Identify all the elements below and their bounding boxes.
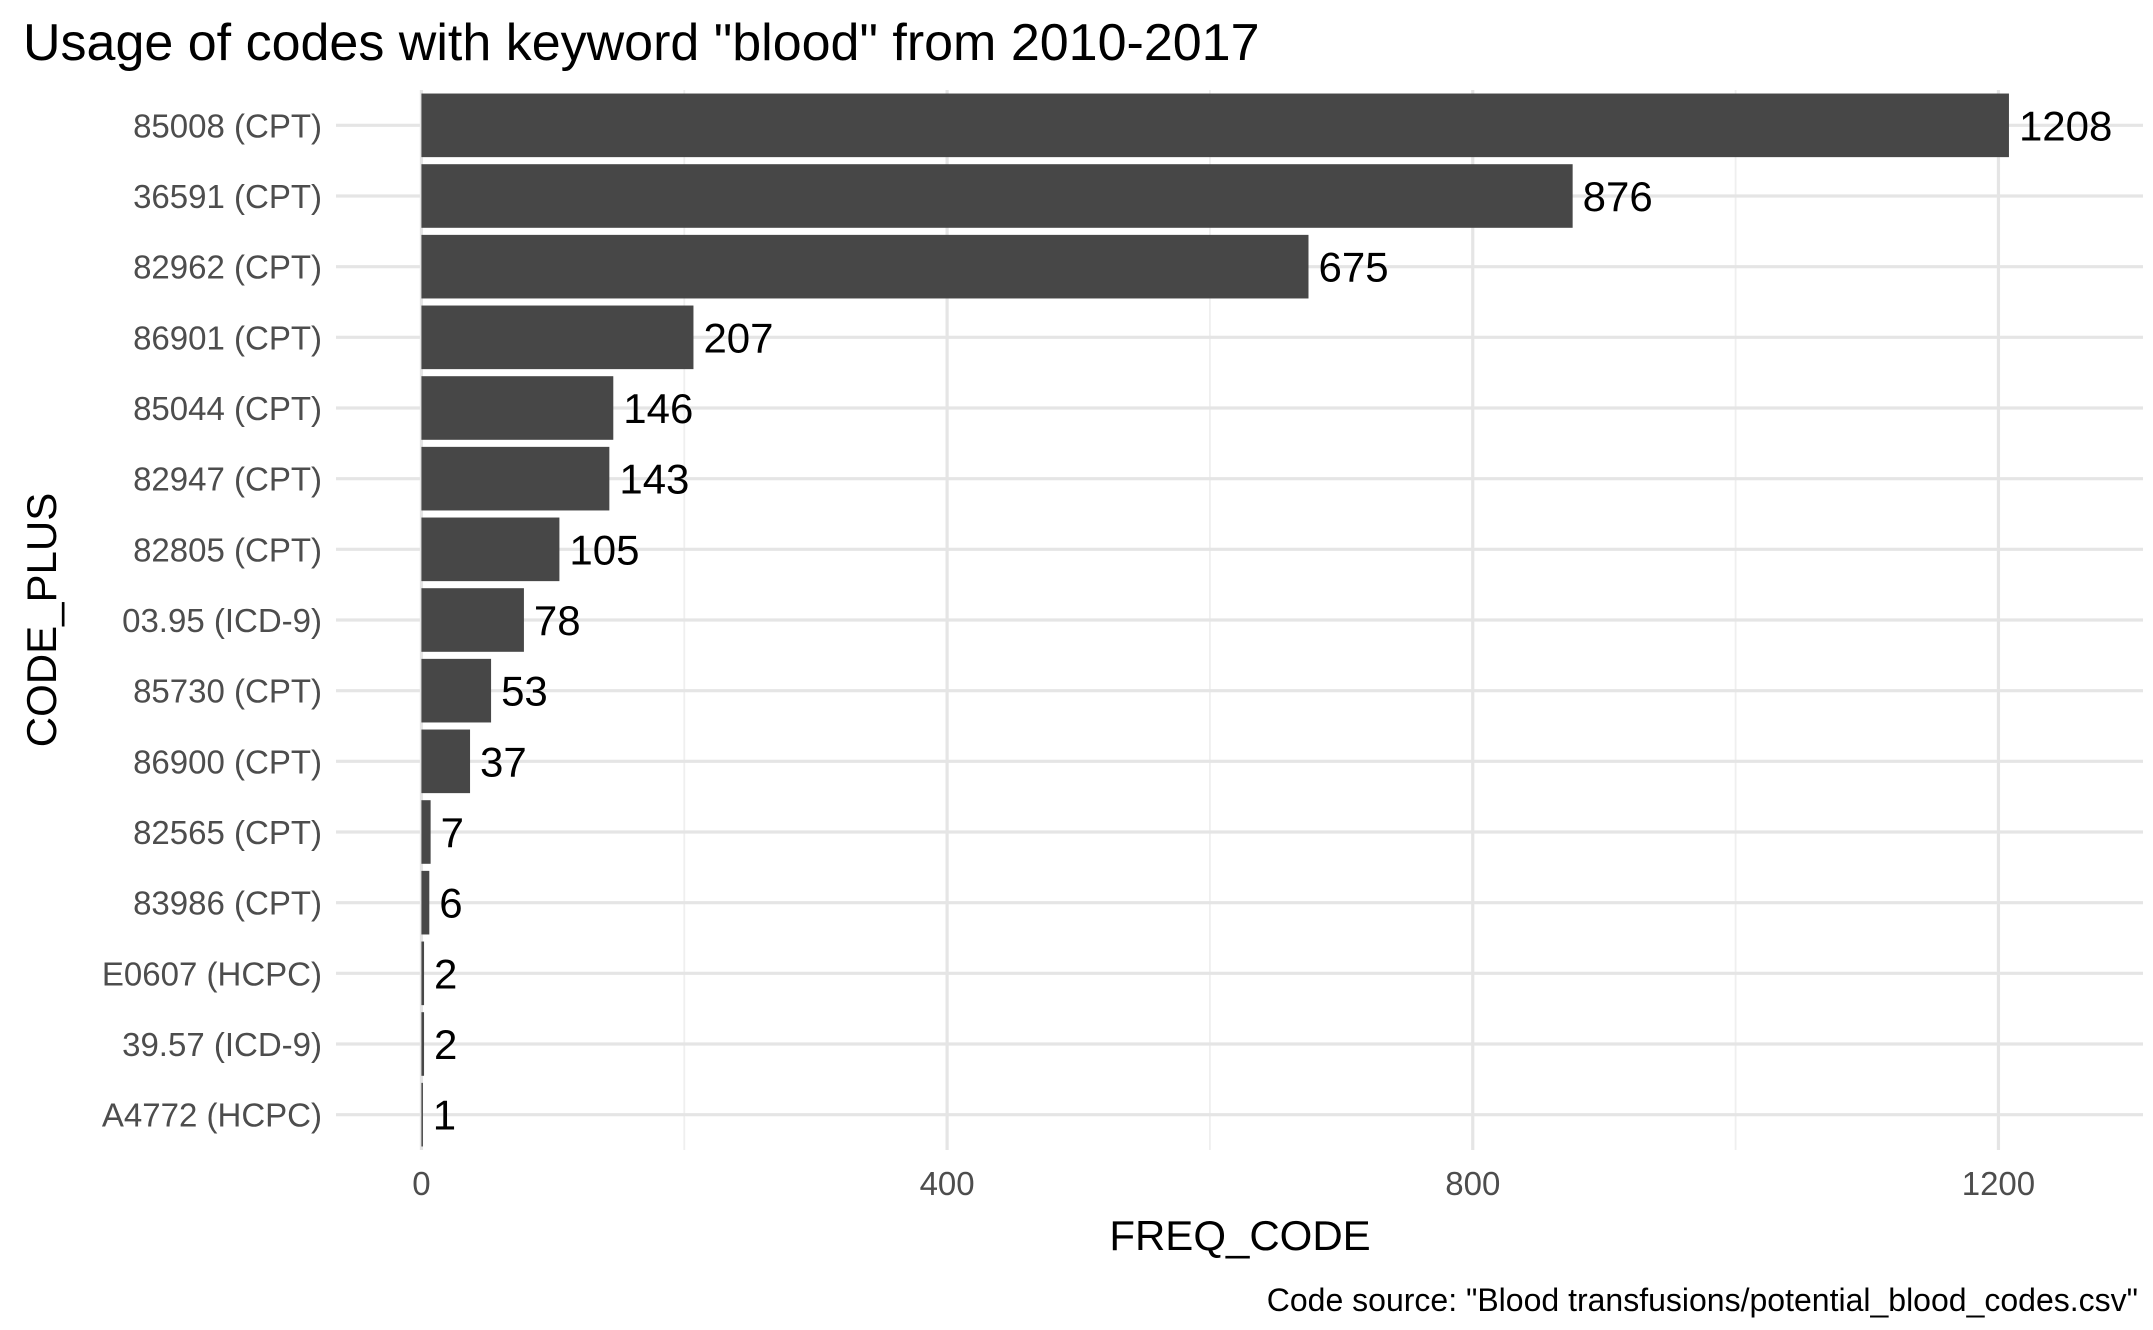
y-tick-label: 85730 (CPT) xyxy=(133,673,322,710)
bar xyxy=(421,588,524,652)
bar xyxy=(421,305,694,370)
y-axis-ticks: 85008 (CPT) 36591 (CPT) 82962 (CPT) 86901 (… xyxy=(102,107,322,1133)
bar-value-label: 1 xyxy=(433,1092,456,1139)
bar xyxy=(421,446,610,511)
x-tick-label: 1200 xyxy=(1962,1165,2035,1202)
y-axis-title: CODE_PLUS xyxy=(18,493,65,747)
bar-value-label: 2 xyxy=(434,950,457,997)
chart-caption: Code source: "Blood transfusions/potenti… xyxy=(1267,1282,2138,1318)
bars xyxy=(421,93,2009,1147)
x-tick-label: 0 xyxy=(412,1165,430,1202)
bar xyxy=(421,234,1309,299)
x-axis-title: FREQ_CODE xyxy=(1109,1212,1370,1259)
y-tick-label: 03.95 (ICD-9) xyxy=(122,602,322,639)
y-tick-label: 82962 (CPT) xyxy=(133,249,322,286)
bar-value-label: 2 xyxy=(434,1021,457,1068)
y-tick-label: 85044 (CPT) xyxy=(133,390,322,427)
x-tick-label: 400 xyxy=(920,1165,975,1202)
y-tick-label: 86901 (CPT) xyxy=(133,319,322,356)
x-axis-ticks: 0 400 800 1200 xyxy=(412,1165,2035,1202)
y-tick-label: 83986 (CPT) xyxy=(133,885,322,922)
bar xyxy=(421,658,492,723)
bar-value-label: 143 xyxy=(619,456,689,503)
bar xyxy=(421,870,430,935)
bar-value-label: 6 xyxy=(439,880,462,927)
bar xyxy=(421,93,2009,158)
bar-value-label: 675 xyxy=(1318,244,1388,291)
chart-title: Usage of codes with keyword "blood" from… xyxy=(23,14,1260,72)
y-tick-label: 39.57 (ICD-9) xyxy=(122,1026,322,1063)
y-tick-label: 36591 (CPT) xyxy=(133,178,322,215)
bar xyxy=(421,800,431,864)
bar-value-label: 207 xyxy=(703,314,773,361)
bar-value-label: 37 xyxy=(480,738,527,785)
bar-value-label: 146 xyxy=(623,385,693,432)
bar-value-label: 105 xyxy=(569,526,639,573)
bar xyxy=(421,1082,423,1147)
bar xyxy=(421,729,471,794)
bar xyxy=(421,376,614,440)
x-tick-label: 800 xyxy=(1445,1165,1500,1202)
bar xyxy=(421,1012,425,1076)
y-tick-label: 86900 (CPT) xyxy=(133,743,322,780)
bar xyxy=(421,517,560,582)
y-tick-label: 85008 (CPT) xyxy=(133,107,322,144)
bar-value-label: 876 xyxy=(1583,173,1653,220)
bar xyxy=(421,941,425,1006)
bar-value-label: 78 xyxy=(534,597,581,644)
bar-value-label: 7 xyxy=(441,809,464,856)
bar-value-label: 53 xyxy=(501,668,548,715)
bar-value-label: 1208 xyxy=(2019,102,2112,149)
y-tick-label: E0607 (HCPC) xyxy=(102,955,322,992)
y-tick-label: 82805 (CPT) xyxy=(133,531,322,568)
y-tick-label: 82565 (CPT) xyxy=(133,814,322,851)
bar xyxy=(421,164,1573,228)
y-tick-label: 82947 (CPT) xyxy=(133,461,322,498)
y-tick-label: A4772 (HCPC) xyxy=(102,1097,322,1134)
